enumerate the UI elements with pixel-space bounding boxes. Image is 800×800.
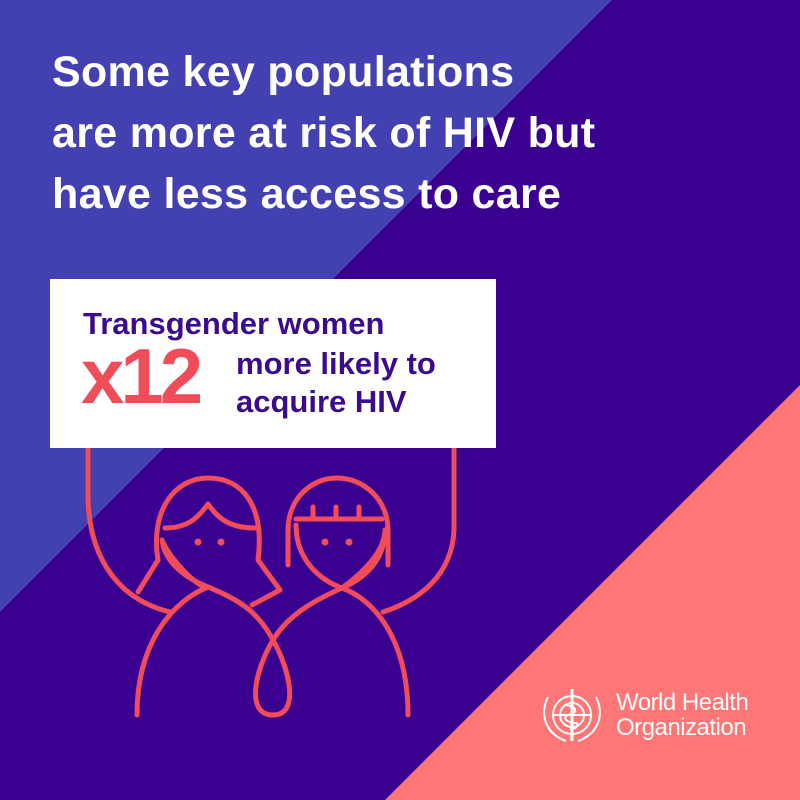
who-name-line-2: Organization	[616, 714, 747, 741]
statistic-sign: Transgender women x12 more likely to acq…	[50, 279, 496, 448]
who-emblem-icon	[543, 689, 601, 742]
who-name-line-1: World Health	[616, 689, 749, 716]
risk-multiplier: x12	[81, 332, 203, 420]
left-person-eye	[217, 538, 225, 546]
population-label: Transgender women	[83, 306, 385, 341]
left-person-hair	[135, 475, 283, 608]
headline-line-3: have less access to care	[52, 170, 562, 218]
risk-description-line-1: more likely to	[236, 346, 436, 381]
risk-description-line-2: acquire HIV	[236, 384, 407, 419]
right-person-fringe	[293, 504, 385, 522]
background-salmon-triangle	[385, 385, 800, 800]
headline: Some key populations are more at risk of…	[52, 42, 595, 225]
left-person-eye	[194, 538, 202, 546]
headline-line-2: are more at risk of HIV but	[52, 109, 596, 157]
headline-line-1: Some key populations	[52, 48, 515, 96]
risk-description: more likely to acquire HIV	[236, 345, 436, 421]
left-person-face-and-body	[134, 527, 388, 718]
right-person-hair	[285, 475, 391, 568]
who-logo: World Health Organization	[536, 683, 749, 747]
left-person-fringe	[162, 501, 258, 531]
right-person-face-and-body	[293, 522, 411, 718]
who-name: World Health Organization	[616, 689, 749, 741]
right-person-eye	[345, 538, 353, 546]
right-arm	[380, 440, 457, 615]
left-arm	[85, 440, 173, 615]
right-person-eye	[321, 538, 329, 546]
